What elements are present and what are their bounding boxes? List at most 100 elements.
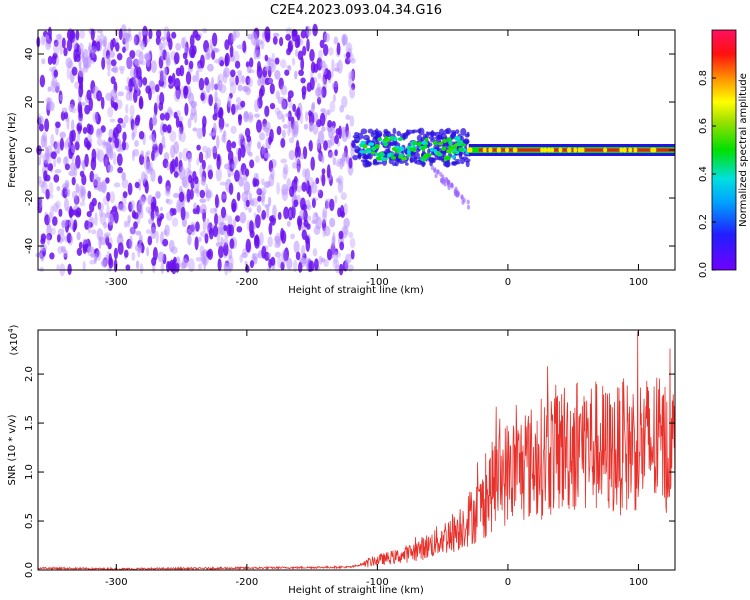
spectrogram-tail-cell [466,204,471,210]
spectrogram-noise-cell [46,38,52,47]
spectrogram-noise-cell [66,38,73,52]
carrier-peak-cell [573,147,578,153]
spectrogram-noise-cell [334,195,338,204]
spectrogram-noise-cell [264,204,270,208]
spectrogram-noise-cell [345,123,349,138]
spectrogram-noise-cell [327,69,332,81]
spectrogram-signal-cell [357,154,362,160]
spectrogram-noise-cell [257,77,262,87]
spectrogram-noise-cell [174,52,180,65]
spectrogram-noise-cell [130,118,135,131]
spectrogram-noise-cell [121,172,126,181]
spectrogram-noise-cell [294,156,300,163]
spectrogram-signal-cell [387,153,392,158]
spectrogram-noise-cell [57,228,65,235]
spectrogram-noise-cell [165,185,171,195]
spectrogram-noise-cell [119,68,125,75]
spectrogram-noise-cell [280,261,285,271]
spectrogram-noise-cell [181,258,189,269]
spectrogram-noise-cell [323,32,330,43]
spectrogram-noise-cell [115,123,122,134]
spectrogram-noise-cell [157,251,165,263]
spectrogram-noise-cell [276,110,283,120]
spectrogram-noise-cell [249,159,255,169]
spectrogram-noise-cell [60,233,65,242]
spectrogram-signal-cell [461,156,468,160]
spectrogram-signal-cell [438,128,445,136]
spectrogram-noise-cell [274,235,281,243]
spectrogram-noise-cell [207,169,213,180]
spectrogram-noise-cell [97,129,103,135]
spectrogram-noise-cell [140,150,144,157]
spectrogram-noise-cell [113,247,118,260]
spectrogram-noise-cell [268,222,273,235]
spectrogram-noise-cell [53,174,60,183]
spectrogram-noise-cell [351,68,356,82]
spectrogram-noise-cell [265,204,270,211]
colorbar-gradient [712,30,736,270]
spectrogram-noise-cell [321,76,325,83]
snr-y-tick-label: 1.0 [24,464,35,480]
spectrogram-noise-cell [344,57,351,65]
spectrogram-noise-cell [316,138,321,150]
spectrogram-noise-cell [239,211,247,224]
spectrogram-signal-cell [420,141,428,145]
spectrogram-noise-cell [182,36,187,50]
spectrogram-noise-cell [195,257,203,262]
spectrogram-noise-cell [323,44,329,56]
spectrogram-noise-cell [257,141,261,150]
spectrogram-noise-cell [91,229,97,235]
spectrogram-noise-cell [280,99,287,110]
spectrogram-noise-cell [194,236,199,251]
spectrogram-noise-cell [342,34,346,47]
spectrogram-noise-cell [141,30,147,35]
spectrogram-noise-cell [135,78,141,91]
spectrogram-noise-cell [272,204,277,219]
spectrogram-noise-cell [124,249,129,258]
spectrogram-noise-cell [254,234,260,247]
colorbar-frame [711,29,737,271]
spectrogram-noise-cell [264,67,270,72]
spectrogram-noise-cell [63,249,68,258]
spectrogram-noise-cell [175,42,182,51]
spectrogram-noise-cell [326,164,331,179]
carrier-peak-cell [513,147,518,153]
spectrogram-noise-cell [206,250,212,258]
spectrogram-noise-cell [286,257,293,270]
spectrogram-noise-cell [100,96,105,110]
spectrogram-signal-cell [413,151,420,160]
spectrogram-noise-cell [277,256,282,269]
spectrogram-noise-cell [52,216,58,227]
spectrogram-noise-cell [163,26,170,38]
snr-y-tick-label: 0.5 [24,513,35,529]
spectrogram-noise-cell [105,49,111,59]
spectrogram-signal-cell [460,127,467,136]
spectrogram-noise-cell [228,266,232,273]
spectrogram-noise-cell [332,81,338,88]
spectrogram-noise-cell [38,180,46,188]
spectrogram-noise-cell [274,70,281,80]
spectrogram-noise-cell [159,92,165,105]
spectrogram-noise-cell [212,113,218,121]
spectrogram-noise-cell [258,132,266,141]
spectrogram-noise-cell [274,57,280,65]
spectrogram-noise-cell [317,189,321,194]
spectrogram-noise-cell [113,182,121,188]
spectrogram-noise-cell [316,82,321,92]
spectrogram-noise-cell [76,231,81,241]
spectrogram-x-tick-label: 0 [505,277,511,288]
spectrogram-noise-cell [118,28,123,41]
spectrogram-noise-cell [349,237,356,249]
spectrogram-noise-cell [186,188,191,203]
spectrogram-noise-cell [129,104,135,118]
spectrogram-noise-cell [269,128,274,143]
spectrogram-noise-cell [180,85,184,99]
spectrogram-noise-cell [194,176,199,185]
spectrogram-y-tick-label: 20 [24,96,35,109]
spectrogram-signal-cell [360,128,368,135]
spectrogram-noise-cell [82,260,86,272]
spectrogram-noise-cell [198,151,204,163]
spectrogram-noise-cell [270,167,275,180]
spectrogram-noise-cell [301,85,307,96]
spectrogram-noise-cell [245,238,251,253]
